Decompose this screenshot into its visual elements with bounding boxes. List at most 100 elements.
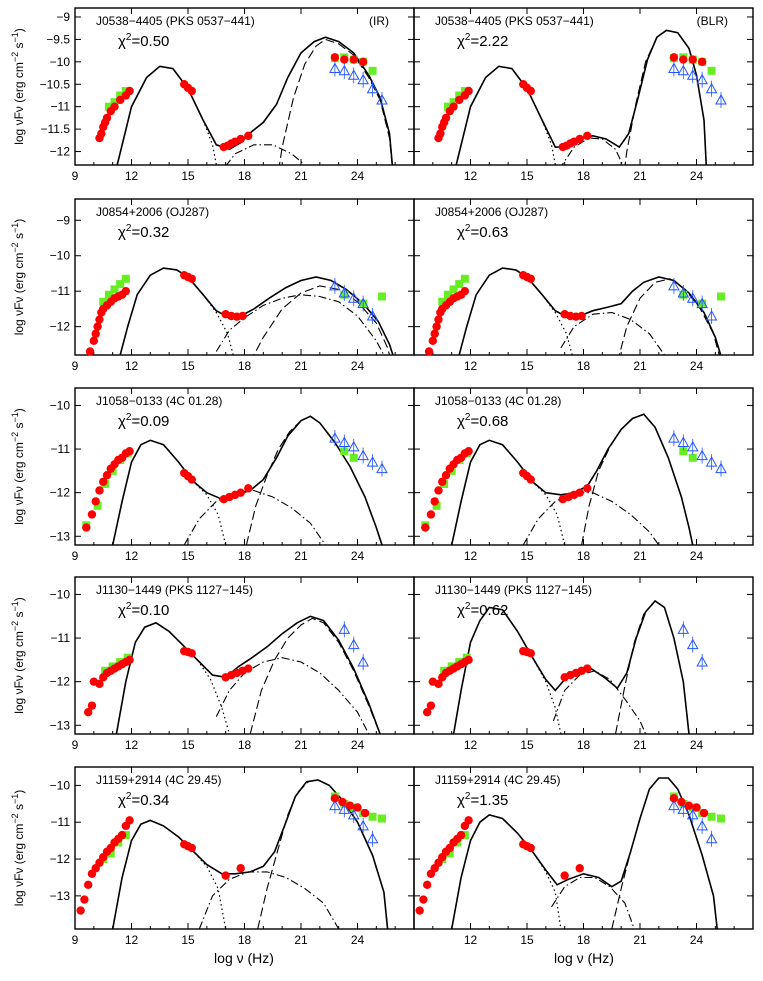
red-circle-point [669, 794, 679, 803]
blue-triangle-point [376, 93, 388, 105]
model-curves [455, 29, 708, 165]
x-tick-label: 15 [181, 738, 195, 752]
blue-triangle-point [696, 819, 708, 831]
blue-triangle-point [357, 73, 369, 85]
red-circle-point [125, 816, 134, 825]
chi2-label-part: 2 [126, 791, 132, 802]
red-circle-point [125, 86, 134, 96]
ssc-curve [560, 311, 666, 355]
y-tick-label: −12 [50, 145, 71, 159]
red-circle-point [95, 315, 104, 324]
red-circle-point [87, 701, 97, 710]
ec-curve [614, 600, 690, 734]
red-circle-point [97, 129, 106, 138]
x-tick-label: 18 [238, 169, 252, 183]
red-circle-point [669, 53, 679, 62]
synchrotron-curve [458, 267, 573, 355]
total-sed-curve [115, 615, 381, 734]
data-points [83, 621, 369, 717]
chi2-label-part: =0.68 [470, 413, 508, 430]
y-axis-label-part: ) [12, 408, 26, 412]
x-tick-label: 12 [464, 549, 478, 563]
red-circle-point [577, 311, 586, 321]
panel-row4-right: 12 15 18 21 24 J1130−1449 (PKS 1127−145) χ2=0.… [413, 576, 754, 752]
blue-triangle-point [686, 440, 699, 452]
red-circle-point [441, 471, 451, 480]
x-tick-label: 24 [690, 359, 704, 373]
chi2-label-part: 2 [126, 32, 132, 43]
red-circle-point [526, 86, 535, 96]
x-tick-label: 9 [72, 169, 79, 183]
blue-triangle-point [705, 309, 718, 321]
x-tick-label: 24 [690, 549, 704, 563]
chi2-label: χ2=0.62 [457, 601, 508, 619]
red-circle-point [583, 131, 592, 141]
total-sed-curve [450, 413, 694, 545]
green-square-point [116, 280, 125, 289]
y-tick-label: −10 [50, 587, 71, 601]
blue-triangle-point [668, 279, 680, 291]
x-tick-label: 12 [125, 933, 139, 947]
model-curves [452, 599, 690, 734]
green-square-point [679, 447, 688, 456]
red-circle-point [89, 336, 99, 346]
source-name: J1058−0133 (4C 01.28) [435, 394, 561, 408]
green-square-point [121, 274, 130, 283]
y-tick-label: −11 [51, 631, 71, 645]
blue-triangle-point [338, 803, 351, 814]
chi2-label: χ2=0.10 [118, 601, 169, 619]
green-square-point [443, 102, 452, 111]
green-square-point [110, 285, 119, 294]
red-circle-point [464, 447, 473, 456]
synchrotron-curve [119, 267, 234, 355]
blue-triangle-point [686, 808, 699, 820]
chi2-label-part: 2 [465, 412, 471, 423]
blue-triangle-point [677, 64, 690, 76]
data-points [421, 430, 727, 532]
green-square-point [449, 285, 458, 294]
total-sed-curve [111, 415, 383, 545]
chi2-label: χ2=1.35 [457, 791, 508, 809]
data-points [82, 430, 388, 532]
red-circle-point [430, 497, 439, 506]
model-curves [450, 777, 718, 929]
synchrotron-curve [112, 439, 227, 545]
y-axis-label-part: −2 [10, 813, 20, 823]
blue-triangle-point [696, 449, 708, 461]
y-tick-label: −12 [50, 320, 71, 334]
blue-triangle-point [357, 297, 369, 309]
y-axis-label: log νFν (erg cm−2 s−1) [10, 219, 26, 336]
green-square-point [688, 453, 697, 462]
y-tick-label: −9 [56, 213, 70, 227]
data-points [422, 621, 708, 717]
blue-triangle-point [677, 436, 690, 448]
green-square-point [104, 290, 113, 299]
green-square-point [93, 501, 102, 510]
blue-triangle-point [357, 656, 369, 667]
red-circle-point [95, 679, 104, 689]
x-tick-label: 12 [125, 359, 139, 373]
y-tick-label: −10 [50, 55, 71, 69]
x-tick-label: 18 [577, 169, 591, 183]
green-square-point [438, 297, 447, 306]
red-circle-point [428, 336, 438, 346]
x-tick-label: 24 [351, 169, 365, 183]
x-tick-label: 12 [125, 738, 139, 752]
x-tick-label: 15 [181, 549, 195, 563]
red-circle-point [430, 329, 439, 338]
red-circle-point [526, 843, 535, 853]
red-circle-point [360, 808, 370, 818]
blue-triangle-point [668, 799, 680, 811]
x-tick-label: 15 [520, 738, 534, 752]
y-axis-label-part: −2 [10, 52, 20, 62]
x-tick-label: 24 [351, 738, 365, 752]
red-circle-point [677, 797, 686, 807]
red-circle-point [424, 347, 434, 356]
y-axis-label-part: −1 [10, 412, 20, 422]
x-tick-label: 21 [294, 738, 308, 752]
y-axis-label: log νFν (erg cm−2 s−1) [10, 28, 26, 145]
blue-triangle-point [338, 436, 351, 448]
x-tick-label: 9 [72, 549, 79, 563]
